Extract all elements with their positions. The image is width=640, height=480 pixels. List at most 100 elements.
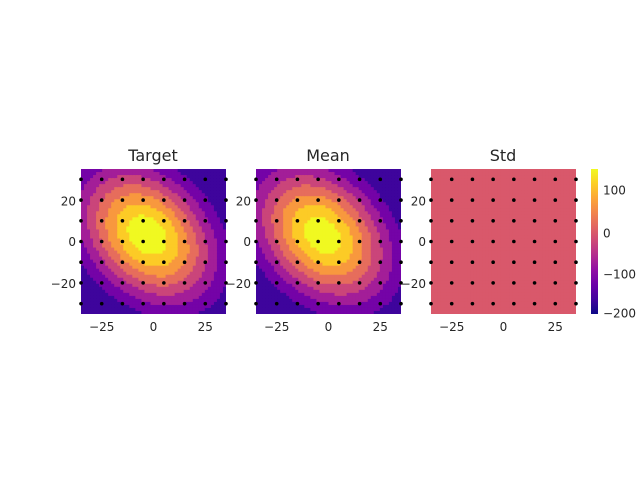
heatmap-cell [358,172,363,176]
heatmap-cell [376,211,381,215]
heatmap-cell [129,271,133,276]
heatmap-cell [283,199,287,203]
heatmap-cell [319,286,324,291]
heatmap-cell [331,298,336,303]
heatmap-cell [334,244,339,249]
heatmap-cell [213,193,218,197]
heatmap-cell [159,262,164,267]
heatmap-cell [180,175,185,179]
heatmap-cell [352,196,357,200]
heatmap-cell [189,280,194,285]
heatmap-cell [210,304,215,309]
heatmap-cell [156,247,161,252]
heatmap-cell [259,196,263,200]
heatmap-cell [346,226,351,231]
heatmap-cell [289,298,293,303]
heatmap-cell [361,217,366,221]
heatmap-cell [129,268,133,273]
heatmap-cell [198,223,203,227]
heatmap-cell [105,211,109,215]
heatmap-cell [355,229,360,234]
heatmap-cell [162,274,167,279]
heatmap-cell [93,172,97,176]
heatmap-cell [434,199,438,203]
heatmap-cell [123,211,127,215]
heatmap-cell [159,220,164,224]
heatmap-cell [355,277,360,282]
heatmap-cell [310,178,314,182]
heatmap-cell [201,205,206,209]
heatmap-cell [99,217,103,221]
heatmap-cell [388,196,393,200]
heatmap-cell [334,280,339,285]
heatmap-cell [295,205,299,209]
heatmap-cell [159,232,164,237]
heatmap-cell [168,232,173,237]
heatmap-cell [81,238,85,243]
heatmap-cell [319,304,324,309]
heatmap-cell [171,193,176,197]
heatmap-cell [340,217,345,221]
heatmap-cell [307,187,311,191]
heatmap-cell [346,181,351,185]
heatmap-cell [198,211,203,215]
heatmap-cell [207,226,212,231]
heatmap-cell [394,208,399,212]
heatmap-cell [364,184,369,188]
heatmap-cell [310,190,314,194]
heatmap-cell [138,181,143,185]
heatmap-cell [394,241,399,246]
heatmap-cell [271,247,275,252]
heatmap-cell [159,259,164,264]
heatmap-cell [102,229,106,234]
heatmap-cell [138,184,143,188]
heatmap-cell [138,169,143,173]
heatmap-cell [180,181,185,185]
heatmap-cell [307,169,311,173]
heatmap-cell [96,202,100,206]
heatmap-cell [343,301,348,306]
heatmap-cell [397,232,401,237]
heatmap-cell [111,220,115,224]
heatmap-cell [431,229,435,234]
heatmap-cell [90,229,94,234]
heatmap-cell [364,169,369,173]
heatmap-cell [274,172,278,176]
heatmap-cell [102,247,106,252]
heatmap-cell [349,205,354,209]
heatmap-cell [340,232,345,237]
heatmap-cell [313,307,318,312]
heatmap-cell [201,271,206,276]
heatmap-cell [159,190,164,194]
heatmap-cell [99,268,103,273]
heatmap-cell [268,172,272,176]
heatmap-cell [431,184,435,188]
heatmap-cell [183,262,188,267]
heatmap-cell [391,220,396,224]
heatmap-cell [355,289,360,294]
heatmap-cell [301,268,305,273]
heatmap-cell [301,310,305,314]
heatmap-cell [271,211,275,215]
heatmap-cell [328,238,333,243]
heatmap-cell [310,253,314,258]
heatmap-cell [219,226,224,231]
heatmap-cell [280,187,284,191]
heatmap-cell [132,199,136,203]
heatmap-cell [204,235,209,240]
heatmap-cell [295,208,299,212]
sample-point [182,198,187,202]
heatmap-cell [437,217,441,221]
heatmap-cell [219,253,224,258]
heatmap-cell [265,187,269,191]
heatmap-cell [277,250,281,255]
heatmap-cell [216,298,221,303]
heatmap-cell [307,178,311,182]
heatmap-cell [207,199,212,203]
heatmap-cell [162,304,167,309]
heatmap-cell [141,196,146,200]
heatmap-cell [162,187,167,191]
heatmap-cell [99,277,103,282]
heatmap-cell [310,292,314,297]
heatmap-cell [159,286,164,291]
